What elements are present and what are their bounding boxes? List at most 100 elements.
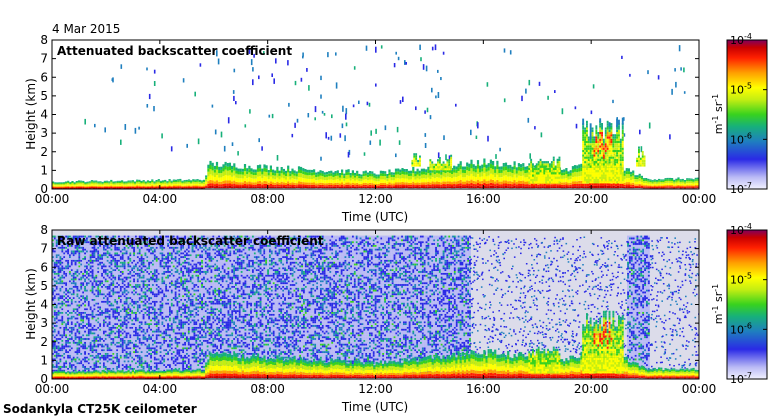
- signal-cell: [330, 170, 333, 174]
- signal-cell: [55, 280, 58, 283]
- signal-cell: [69, 360, 71, 363]
- signal-cell: [582, 118, 585, 125]
- signal-cell: [74, 237, 77, 240]
- signal-cell: [76, 323, 79, 325]
- signal-cell: [589, 149, 592, 153]
- signal-cell: [489, 185, 492, 189]
- signal-cell: [52, 304, 54, 307]
- signal-cell: [86, 285, 88, 288]
- signal-cell: [84, 369, 86, 372]
- signal-cell: [330, 135, 333, 141]
- signal-cell: [76, 343, 79, 346]
- signal-cell: [597, 145, 600, 148]
- signal-cell: [586, 145, 588, 148]
- signal-cell: [618, 145, 620, 148]
- signal-cell: [291, 168, 294, 172]
- signal-cell: [84, 235, 86, 238]
- signal-cell: [640, 185, 643, 188]
- signal-cell: [440, 184, 443, 187]
- signal-cell: [55, 362, 58, 365]
- signal-cell: [87, 271, 90, 273]
- signal-cell: [211, 180, 214, 184]
- signal-cell: [614, 154, 617, 157]
- signal-cell: [86, 345, 88, 348]
- signal-cell: [84, 364, 86, 366]
- signal-cell: [589, 181, 592, 184]
- signal-cell: [159, 187, 162, 189]
- signal-cell: [63, 293, 66, 296]
- signal-cell: [69, 271, 71, 273]
- signal-cell: [73, 184, 76, 186]
- signal-cell: [95, 254, 98, 257]
- signal-cell: [237, 151, 239, 156]
- signal-cell: [653, 179, 656, 181]
- signal-cell: [417, 162, 419, 165]
- y-tick-label: 0: [40, 182, 48, 196]
- signal-cell: [619, 167, 622, 170]
- signal-cell: [93, 269, 96, 271]
- signal-cell: [76, 341, 79, 344]
- signal-cell: [597, 178, 600, 182]
- signal-cell: [125, 184, 128, 187]
- signal-cell: [87, 295, 90, 298]
- signal-cell: [74, 269, 77, 271]
- signal-cell: [552, 156, 555, 159]
- signal-cell: [444, 173, 447, 178]
- x-tick-label: 20:00: [574, 192, 609, 206]
- signal-cell: [55, 250, 58, 253]
- signal-cell: [410, 179, 413, 183]
- signal-cell: [70, 362, 73, 365]
- signal-cell: [582, 143, 585, 146]
- signal-cell: [55, 298, 58, 301]
- signal-cell: [601, 181, 603, 184]
- signal-cell: [57, 358, 60, 361]
- signal-cell: [211, 186, 214, 188]
- signal-cell: [474, 184, 477, 187]
- signal-cell: [415, 164, 418, 167]
- signal-cell: [228, 162, 231, 167]
- signal-cell: [172, 187, 175, 189]
- signal-cell: [655, 181, 659, 183]
- signal-cell: [59, 332, 62, 335]
- signal-cell: [82, 239, 85, 242]
- signal-cell: [341, 184, 344, 187]
- signal-cell: [67, 246, 69, 249]
- signal-cell: [57, 250, 60, 253]
- signal-cell: [450, 168, 453, 171]
- signal-cell: [67, 313, 69, 316]
- signal-cell: [53, 364, 56, 366]
- signal-cell: [63, 285, 66, 288]
- signal-cell: [619, 161, 622, 164]
- signal-cell: [61, 338, 64, 340]
- signal-cell: [671, 181, 674, 183]
- signal-cell: [317, 176, 320, 180]
- signal-cell: [55, 261, 58, 264]
- signal-cell: [151, 183, 154, 186]
- signal-cell: [621, 140, 624, 144]
- signal-cell: [567, 186, 570, 188]
- signal-cell: [78, 341, 81, 344]
- signal-cell: [97, 343, 100, 346]
- signal-cell: [86, 321, 88, 324]
- signal-cell: [231, 181, 234, 185]
- signal-cell: [565, 171, 568, 174]
- signal-cell: [591, 138, 594, 141]
- signal-cell: [190, 187, 193, 189]
- signal-cell: [93, 343, 96, 346]
- signal-cell: [606, 140, 609, 144]
- signal-cell: [528, 174, 531, 177]
- signal-cell: [87, 248, 90, 251]
- signal-cell: [89, 248, 92, 251]
- signal-cell: [541, 161, 544, 164]
- signal-cell: [239, 178, 242, 183]
- signal-cell: [89, 338, 92, 340]
- signal-cell: [442, 184, 445, 187]
- signal-cell: [56, 183, 59, 185]
- signal-cell: [549, 181, 551, 184]
- signal-cell: [87, 351, 90, 353]
- signal-cell: [241, 186, 244, 188]
- signal-cell: [80, 310, 83, 312]
- signal-cell: [561, 172, 564, 176]
- signal-cell: [621, 158, 624, 161]
- signal-cell: [76, 248, 79, 251]
